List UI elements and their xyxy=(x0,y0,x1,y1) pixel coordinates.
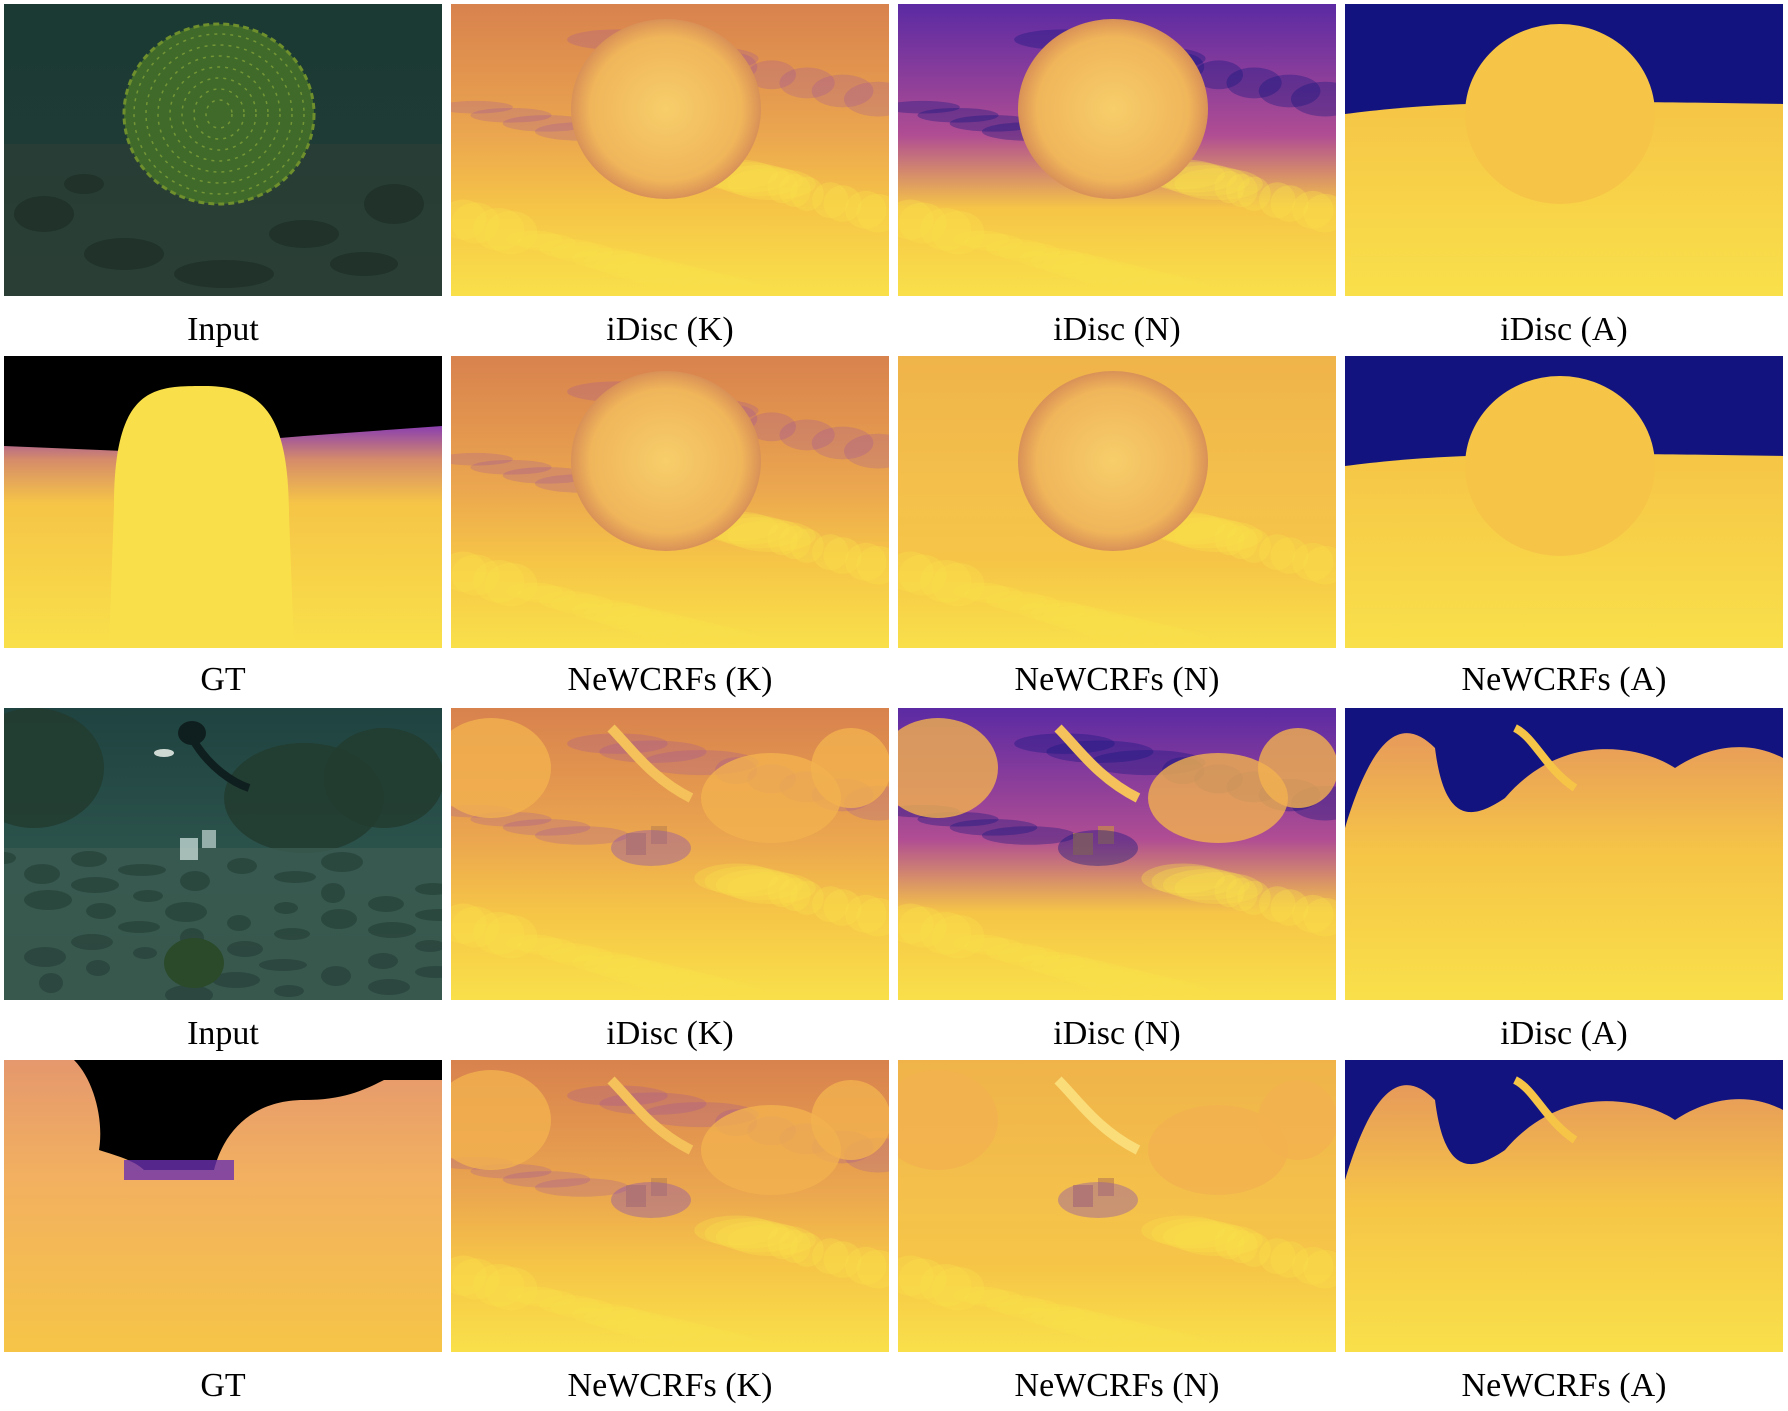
caption-r0-c3: iDisc (A) xyxy=(1500,311,1628,348)
caption-r2-c1: iDisc (K) xyxy=(606,1015,734,1052)
panel-image xyxy=(451,1060,889,1352)
panel-image xyxy=(1345,356,1783,648)
caption-r3-c0: GT xyxy=(200,1367,246,1404)
panel-r1-c0 xyxy=(4,356,442,648)
caption-r3-c2: NeWCRFs (N) xyxy=(1014,1367,1220,1404)
panel-r3-c2 xyxy=(898,1060,1336,1352)
panel-image xyxy=(1345,708,1783,1000)
panel-r2-c3 xyxy=(1345,708,1783,1000)
caption-r3-c3: NeWCRFs (A) xyxy=(1461,1367,1667,1404)
caption-r1-c0: GT xyxy=(200,661,246,698)
panel-image xyxy=(451,708,889,1000)
panel-image xyxy=(4,356,442,648)
caption-r0-c2: iDisc (N) xyxy=(1053,311,1181,348)
panel-r0-c2 xyxy=(898,4,1336,296)
panel-image xyxy=(4,4,442,296)
panel-r2-c1 xyxy=(451,708,889,1000)
panel-image xyxy=(4,1060,442,1352)
caption-r1-c1: NeWCRFs (K) xyxy=(567,661,773,698)
panel-r3-c3 xyxy=(1345,1060,1783,1352)
panel-image xyxy=(898,4,1336,296)
caption-r2-c0: Input xyxy=(187,1015,259,1052)
caption-r2-c3: iDisc (A) xyxy=(1500,1015,1628,1052)
panel-r3-c1 xyxy=(451,1060,889,1352)
panel-image xyxy=(4,708,442,1000)
panel-r2-c2 xyxy=(898,708,1336,1000)
panel-image xyxy=(1345,4,1783,296)
panel-r1-c1 xyxy=(451,356,889,648)
caption-r1-c3: NeWCRFs (A) xyxy=(1461,661,1667,698)
panel-image xyxy=(1345,1060,1783,1352)
panel-r2-c0 xyxy=(4,708,442,1000)
panel-image xyxy=(898,708,1336,1000)
panel-r0-c3 xyxy=(1345,4,1783,296)
caption-r2-c2: iDisc (N) xyxy=(1053,1015,1181,1052)
panel-image xyxy=(451,356,889,648)
caption-r3-c1: NeWCRFs (K) xyxy=(567,1367,773,1404)
panel-r0-c0 xyxy=(4,4,442,296)
panel-image xyxy=(898,1060,1336,1352)
panel-r1-c3 xyxy=(1345,356,1783,648)
caption-r0-c0: Input xyxy=(187,311,259,348)
panel-r0-c1 xyxy=(451,4,889,296)
panel-image xyxy=(451,4,889,296)
panel-image xyxy=(898,356,1336,648)
caption-r0-c1: iDisc (K) xyxy=(606,311,734,348)
caption-r1-c2: NeWCRFs (N) xyxy=(1014,661,1220,698)
panel-r3-c0 xyxy=(4,1060,442,1352)
panel-r1-c2 xyxy=(898,356,1336,648)
